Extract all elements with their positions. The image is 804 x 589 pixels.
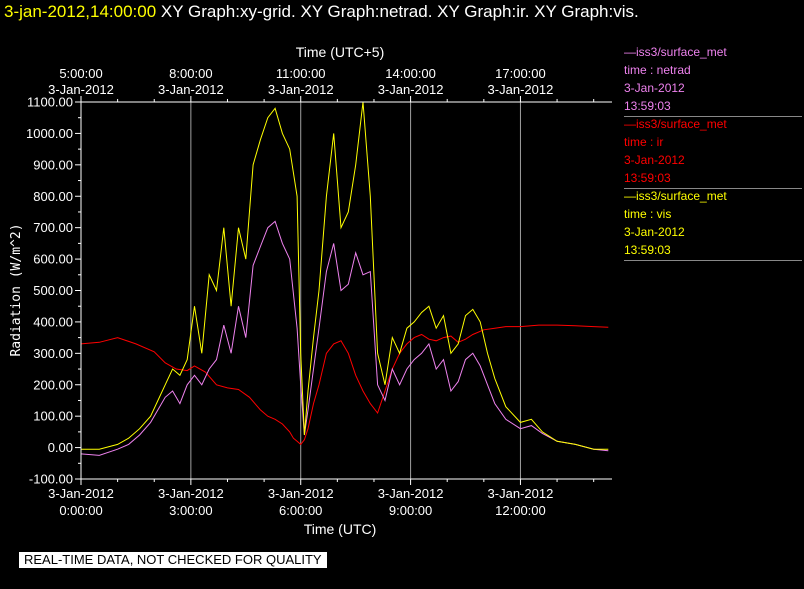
y-tick-label: 0.00 [48,440,73,455]
y-tick-label: 400.00 [33,314,73,329]
legend-variable: time : ir [624,135,664,149]
legend-date: 3-Jan-2012 [624,225,685,239]
legend-divider [624,188,802,189]
legend-date: 3-Jan-2012 [624,153,685,167]
top-x-tick-label-time: 14:00:00 [385,66,436,81]
y-tick-label: 700.00 [33,220,73,235]
legend-entry-ir: —iss3/surface_met time : ir 3-Jan-2012 1… [624,115,802,189]
y-axis-label: Radiation (W/m^2) [9,223,24,356]
y-tick-label: -100.00 [29,472,73,487]
legend-variable: time : netrad [624,63,691,77]
x-tick-label-time: 3:00:00 [169,503,212,518]
x-tick-label-date: 3-Jan-2012 [378,486,444,501]
x-tick-label-time: 6:00:00 [279,503,322,518]
chart-header: 3-jan-2012,14:00:00 XY Graph:xy-grid. XY… [4,2,639,22]
top-x-tick-label-time: 11:00:00 [276,66,326,81]
top-x-tick-label-date: 3-Jan-2012 [158,82,224,97]
top-x-tick-label-date: 3-Jan-2012 [268,82,334,97]
timestamp: 3-jan-2012,14:00:00 [4,2,157,21]
top-x-tick-label-time: 17:00:00 [495,66,546,81]
top-x-tick-label-date: 3-Jan-2012 [488,82,554,97]
y-tick-label: 300.00 [33,346,73,361]
y-tick-label: 500.00 [33,283,73,298]
x-tick-label-time: 9:00:00 [389,503,432,518]
x-tick-label-time: 12:00:00 [495,503,546,518]
top-x-tick-label-date: 3-Jan-2012 [378,82,444,97]
legend-source: —iss3/surface_met [624,117,727,131]
legend-divider [624,116,802,117]
x-tick-label-date: 3-Jan-2012 [48,486,114,501]
top-x-tick-label-time: 5:00:00 [59,66,102,81]
legend-time: 13:59:03 [624,243,671,257]
grid-lines [190,102,521,479]
series-lines [81,102,609,456]
y-tick-label: 600.00 [33,252,73,267]
series-line-netrad [81,220,609,456]
x-tick-label-date: 3-Jan-2012 [158,486,224,501]
series-line-ir [81,324,609,446]
x-tick-label-date: 3-Jan-2012 [268,486,334,501]
y-tick-label: 800.00 [33,189,73,204]
legend-variable: time : vis [624,207,672,221]
top-x-axis-label: Time (UTC+5) [296,44,385,60]
y-tick-label: 200.00 [33,377,73,392]
legend-source: —iss3/surface_met [624,189,727,203]
y-tick-label: 1000.00 [26,126,73,141]
tick-labels: -100.00 0.00 100.00 200.00 300.00 400.00 500.0… [26,66,553,518]
legend-time: 13:59:03 [624,171,671,185]
top-x-tick-label-date: 3-Jan-2012 [48,82,114,97]
graph-titles: XY Graph:xy-grid. XY Graph:netrad. XY Gr… [160,2,639,21]
legend-entry-vis: —iss3/surface_met time : vis 3-Jan-2012 … [624,187,802,261]
y-tick-label: 100.00 [33,409,73,424]
x-axis-label: Time (UTC) [304,521,377,537]
legend-time: 13:59:03 [624,99,671,113]
legend-entry-netrad: —iss3/surface_met time : netrad 3-Jan-20… [624,43,802,117]
top-x-tick-label-time: 8:00:00 [169,66,212,81]
x-tick-label-time: 0:00:00 [59,503,102,518]
y-tick-label: 1100.00 [27,95,73,110]
quality-disclaimer: REAL-TIME DATA, NOT CHECKED FOR QUALITY [19,552,327,568]
legend-divider [624,260,802,261]
series-line-vis [81,102,609,450]
x-tick-label-date: 3-Jan-2012 [488,486,554,501]
y-tick-label: 900.00 [33,157,73,172]
legend-source: —iss3/surface_met [624,45,727,59]
axes [75,96,612,485]
legend-date: 3-Jan-2012 [624,81,685,95]
